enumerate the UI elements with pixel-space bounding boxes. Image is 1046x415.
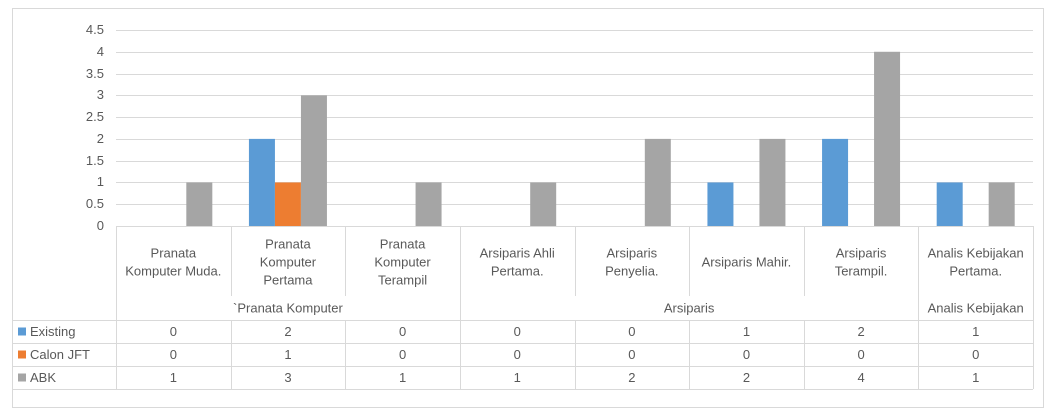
legend-label: ABK (30, 370, 56, 385)
legend-key-calon-jft (18, 350, 26, 359)
bar-calon-jft (274, 182, 301, 226)
bar-abk (300, 95, 327, 226)
category-label: Pertama. (491, 263, 544, 278)
y-tick-label: 3.5 (86, 66, 104, 81)
legend-label: Existing (30, 324, 76, 339)
category-label: Penyelia. (605, 263, 658, 278)
data-table-value: 0 (514, 347, 521, 362)
data-table-value: 1 (972, 370, 979, 385)
y-tick-label: 2 (97, 131, 104, 146)
bar-abk (759, 138, 786, 226)
data-table-value: 1 (972, 324, 979, 339)
data-table-value: 1 (743, 324, 750, 339)
category-label: Arsiparis Mahir. (702, 254, 792, 269)
y-tick-label: 0 (97, 218, 104, 233)
group-label: `Pranata Komputer (233, 300, 344, 315)
y-tick-label: 1.5 (86, 153, 104, 168)
data-table-value: 2 (284, 324, 291, 339)
data-table-value: 2 (628, 370, 635, 385)
bar-existing (822, 138, 849, 226)
data-table-value: 0 (972, 347, 979, 362)
category-label: Terampil (378, 272, 427, 287)
bar-abk (415, 182, 442, 226)
bar-abk (644, 138, 671, 226)
bar-abk (186, 182, 213, 226)
data-table-value: 1 (514, 370, 521, 385)
category-label: Komputer (374, 254, 431, 269)
data-table-value: 3 (284, 370, 291, 385)
data-table-value: 1 (284, 347, 291, 362)
chart-frame (12, 8, 1044, 408)
category-label: Arsiparis (607, 245, 658, 260)
data-table-value: 0 (743, 347, 750, 362)
data-table-value: 0 (399, 347, 406, 362)
data-table-value: 0 (170, 347, 177, 362)
legend-key-existing (18, 327, 26, 336)
y-tick-label: 1 (97, 174, 104, 189)
y-tick-label: 3 (97, 87, 104, 102)
data-table-value: 0 (399, 324, 406, 339)
group-label: Arsiparis (664, 300, 715, 315)
bar-existing (936, 182, 963, 226)
category-label: Pertama (263, 272, 313, 287)
y-tick-label: 4.5 (86, 22, 104, 37)
category-label: Pranata (265, 236, 311, 251)
y-tick-label: 0.5 (86, 196, 104, 211)
category-label: Pertama. (949, 263, 1002, 278)
data-table-value: 0 (857, 347, 864, 362)
group-label: Analis Kebijakan (928, 300, 1024, 315)
bar-abk (874, 51, 901, 227)
data-table-value: 0 (170, 324, 177, 339)
data-table-value: 2 (743, 370, 750, 385)
y-tick-label: 4 (97, 44, 104, 59)
data-table-value: 1 (170, 370, 177, 385)
category-label: Terampil. (835, 263, 888, 278)
category-label: Analis Kebijakan (928, 245, 1024, 260)
bar-abk (988, 182, 1015, 226)
legend-key-abk (18, 373, 26, 382)
bar-abk (530, 182, 557, 226)
data-table-value: 4 (857, 370, 864, 385)
data-table-value: 0 (514, 324, 521, 339)
data-table-value: 1 (399, 370, 406, 385)
data-table-value: 2 (857, 324, 864, 339)
category-label: Komputer (260, 254, 317, 269)
category-label: Arsiparis Ahli (480, 245, 555, 260)
category-label: Pranata (151, 245, 197, 260)
data-table-value: 0 (628, 347, 635, 362)
y-tick-label: 2.5 (86, 109, 104, 124)
category-label: Komputer Muda. (125, 263, 221, 278)
bar-existing (707, 182, 734, 226)
category-label: Pranata (380, 236, 426, 251)
category-label: Arsiparis (836, 245, 887, 260)
data-table-value: 0 (628, 324, 635, 339)
bar-existing (248, 138, 275, 226)
legend-label: Calon JFT (30, 347, 90, 362)
